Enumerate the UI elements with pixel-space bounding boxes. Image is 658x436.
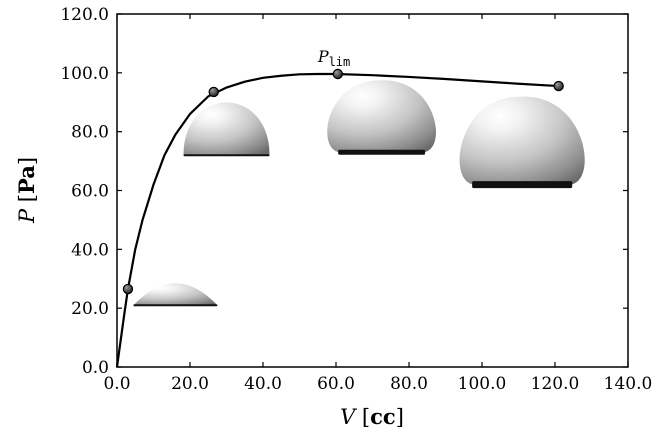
x-tick-label: 60.0 <box>317 374 355 394</box>
x-tick-label: 40.0 <box>244 374 282 394</box>
y-tick-label: 120.0 <box>60 5 109 25</box>
x-axis-ticks: 0.0 20.0 40.0 60.0 80.0 100.0 120.0 140.0 <box>103 14 652 394</box>
droplet-cap <box>133 283 218 307</box>
y-axis-label: P [Pa] <box>14 157 39 224</box>
x-tick-label: 80.0 <box>390 374 428 394</box>
x-tick-label: 0.0 <box>103 374 130 394</box>
y-tick-label: 60.0 <box>71 182 109 202</box>
x-tick-label: 100.0 <box>458 374 507 394</box>
y-tick-label: 80.0 <box>71 123 109 143</box>
contact-line <box>183 154 270 157</box>
y-tick-label: 0.0 <box>82 358 109 378</box>
droplet-sphere <box>327 80 437 155</box>
data-point <box>332 68 344 80</box>
data-points: Plim <box>122 47 564 295</box>
droplet-dome <box>183 102 270 157</box>
point-annotation: Plim <box>317 47 350 69</box>
x-tick-label: 120.0 <box>531 374 580 394</box>
y-tick-label: 40.0 <box>71 240 109 260</box>
y-axis-ticks: 0.0 20.0 40.0 60.0 80.0 100.0 120.0 <box>60 5 628 378</box>
data-point <box>553 80 564 92</box>
contact-line <box>472 181 573 189</box>
droplet-illustrations <box>133 80 585 307</box>
contact-line <box>133 304 218 307</box>
x-axis-label: V [cc] <box>340 404 404 429</box>
x-tick-label: 20.0 <box>171 374 209 394</box>
y-tick-label: 20.0 <box>71 299 109 319</box>
data-point <box>122 283 134 295</box>
droplet-big-sphere <box>459 96 585 189</box>
pressure-curve <box>115 72 559 368</box>
plot-area <box>117 14 628 367</box>
data-point <box>208 86 219 98</box>
x-tick-label: 140.0 <box>604 374 653 394</box>
y-tick-label: 100.0 <box>60 64 109 84</box>
contact-line <box>338 149 426 155</box>
